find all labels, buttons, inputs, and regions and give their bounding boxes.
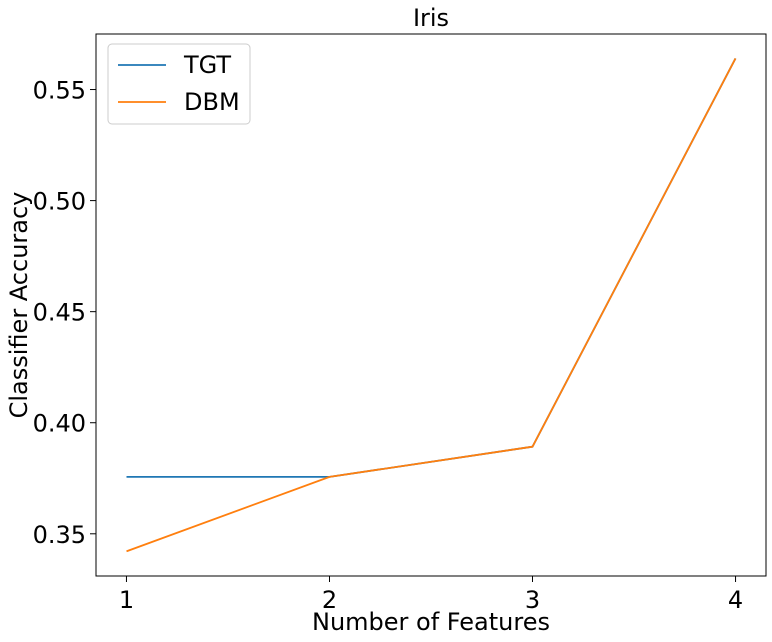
chart-title: Iris (413, 4, 449, 32)
y-axis: 0.35 0.40 0.45 0.50 0.55 (33, 77, 96, 549)
y-tick-label: 0.45 (33, 299, 86, 327)
legend-box (107, 43, 251, 125)
legend: TGT DBM (107, 43, 251, 125)
y-tick-label: 0.50 (33, 188, 86, 216)
y-tick-label: 0.40 (33, 410, 86, 438)
series-line-dbm (126, 57, 737, 553)
x-tick-label: 1 (119, 586, 134, 614)
x-tick-label: 2 (322, 586, 337, 614)
x-tick-label: 4 (728, 586, 743, 614)
y-axis-title: Classifier Accuracy (5, 192, 33, 419)
legend-label-dbm: DBM (184, 88, 240, 116)
y-tick-label: 0.55 (33, 77, 86, 105)
plot-frame (95, 33, 767, 577)
y-tick-label: 0.35 (33, 521, 86, 549)
legend-label-tgt: TGT (183, 51, 231, 79)
x-tick-label: 3 (525, 586, 540, 614)
x-axis-title: Number of Features (312, 608, 550, 636)
x-axis: 1 2 3 4 (119, 576, 743, 614)
series-lines (126, 57, 737, 553)
